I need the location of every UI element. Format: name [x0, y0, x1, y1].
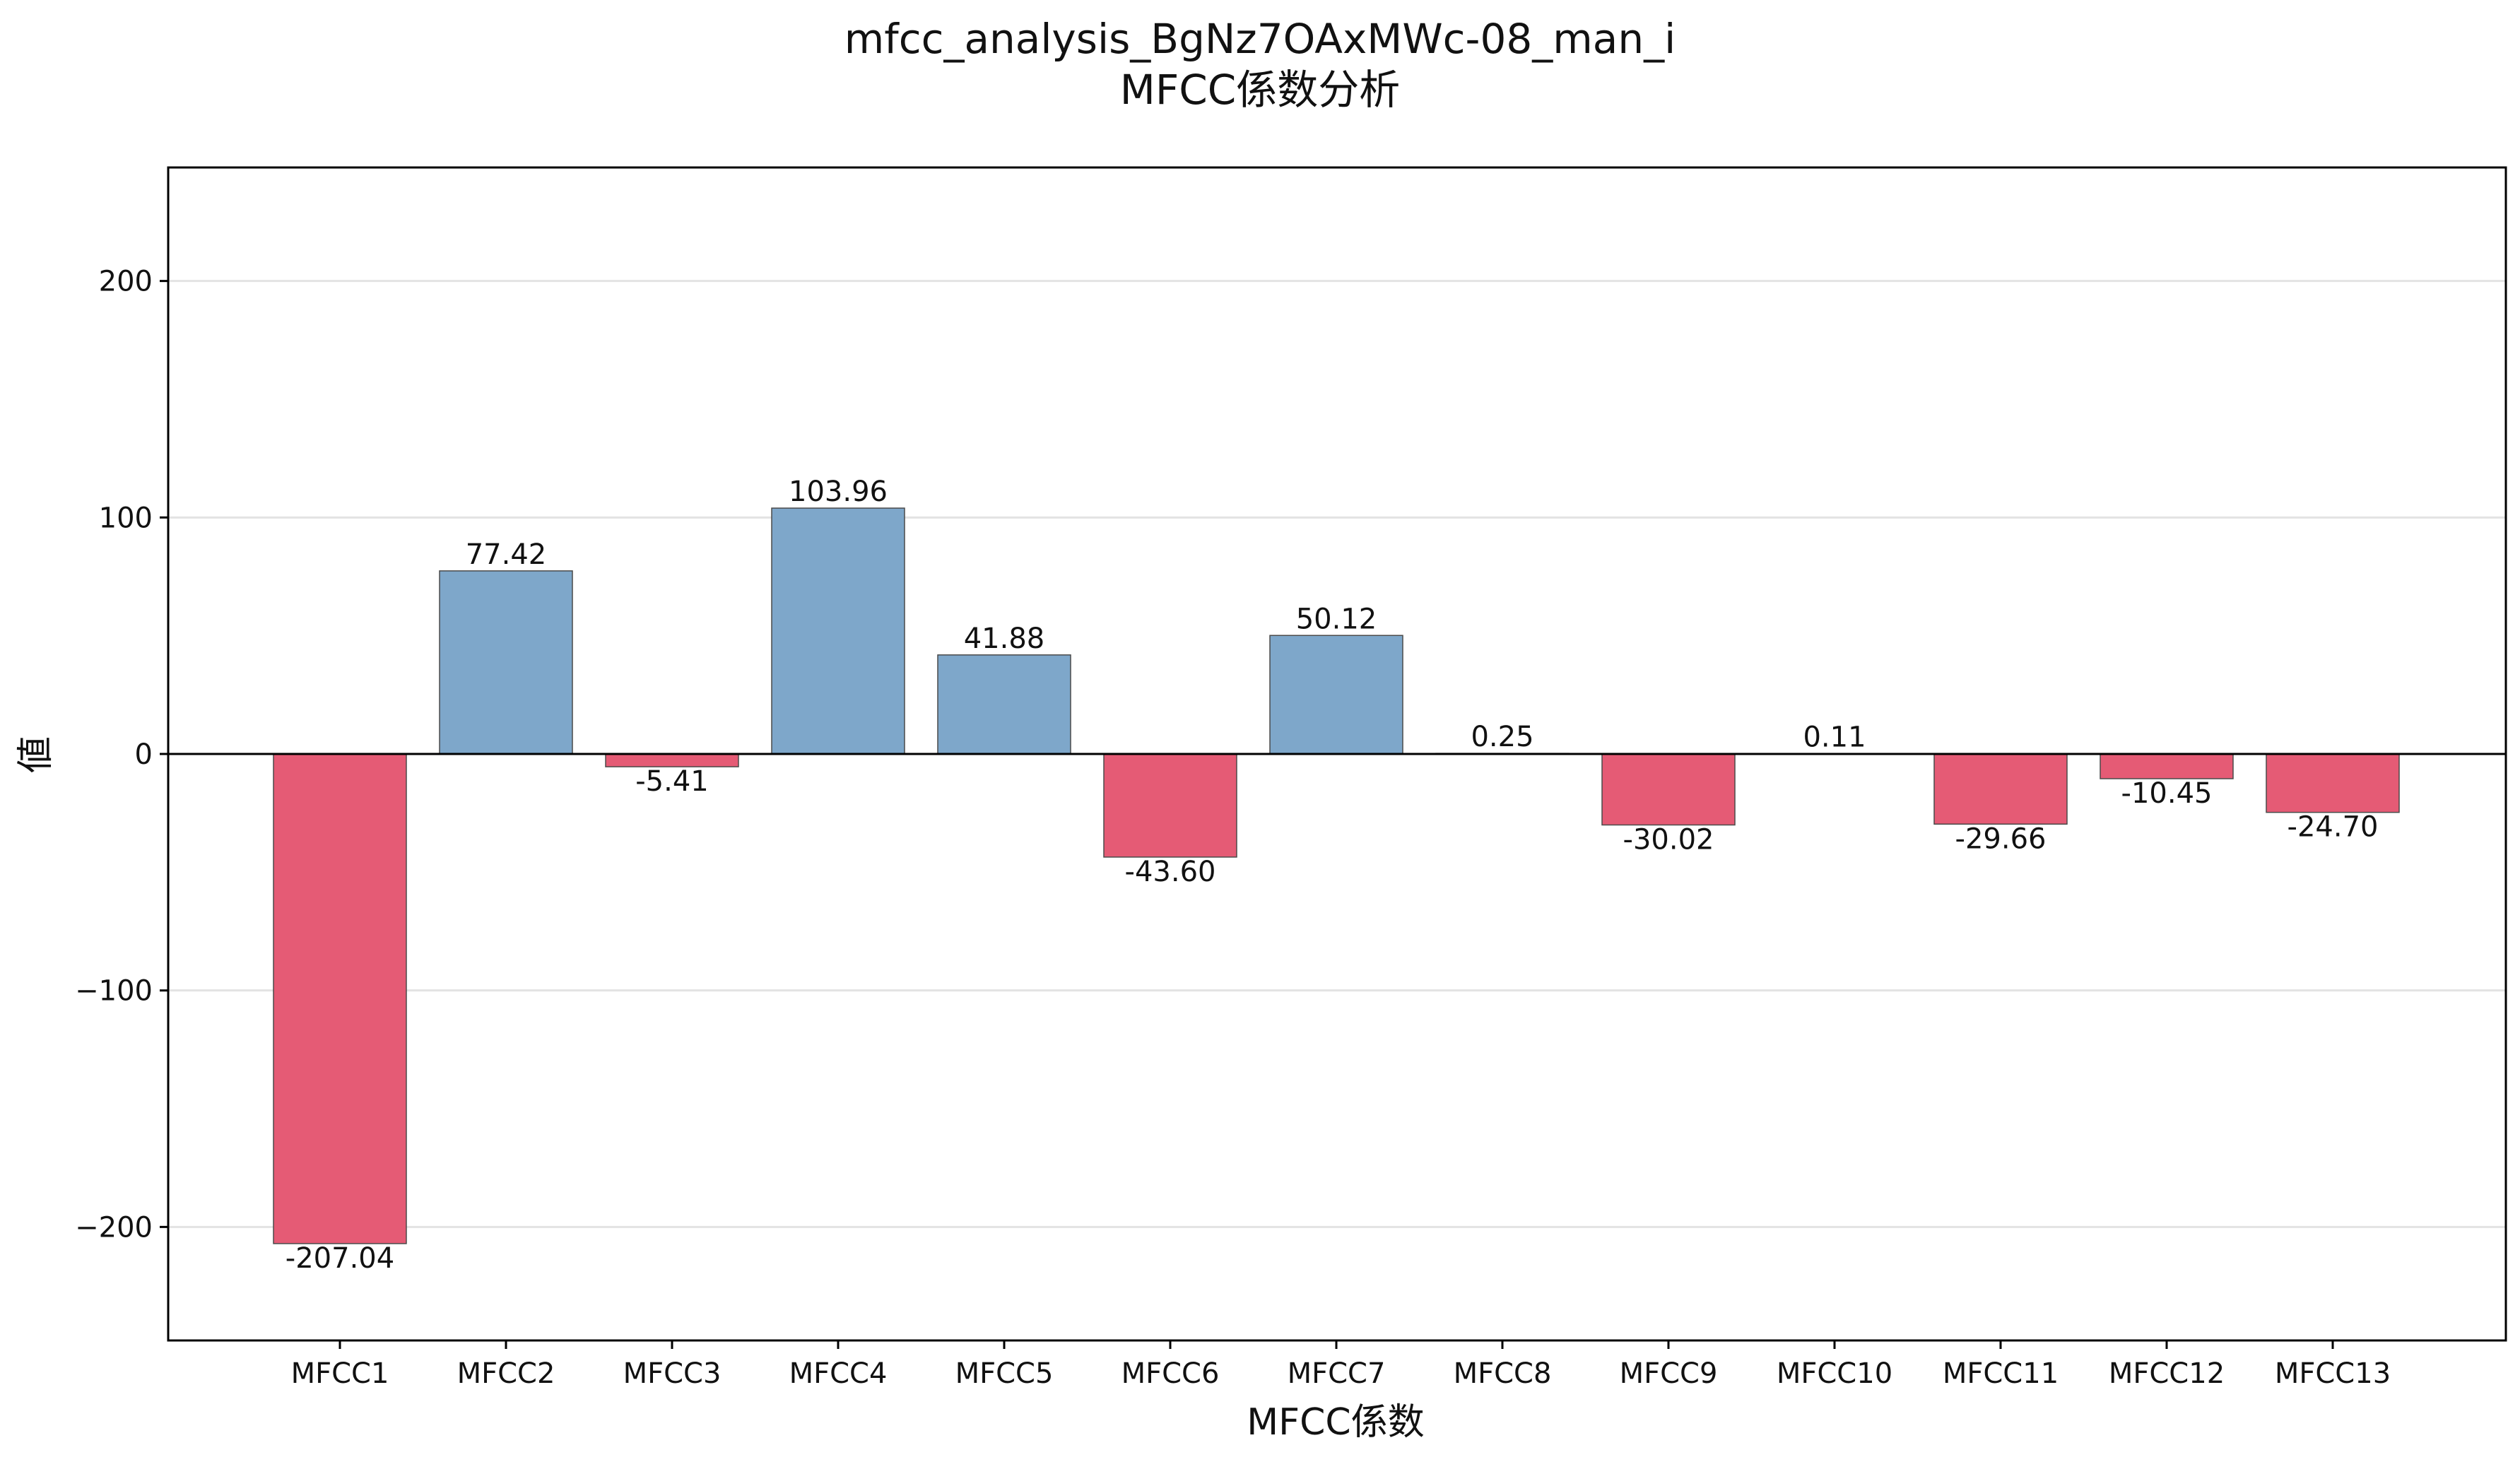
data-label-mfcc7: 50.12: [1296, 603, 1377, 635]
y-tick-label: 200: [99, 266, 153, 298]
bar-mfcc7: [1269, 635, 1403, 755]
bar-mfcc11: [1933, 753, 2068, 825]
x-tick-label: MFCC3: [623, 1357, 722, 1390]
y-tick-label: 0: [135, 738, 153, 771]
y-tick-label: −200: [75, 1211, 153, 1244]
x-tick-label: MFCC6: [1121, 1357, 1220, 1390]
data-labels: -207.04 77.42 -5.41 103.96 41.88 -43.60 50.12 0…: [285, 476, 2379, 1275]
bar-mfcc5: [937, 654, 1071, 755]
bar-mfcc4: [771, 507, 905, 755]
x-tick-label: MFCC7: [1288, 1357, 1386, 1390]
data-label-mfcc4: 103.96: [789, 476, 888, 508]
bar-mfcc9: [1601, 753, 1736, 826]
x-tick-label: MFCC8: [1454, 1357, 1552, 1390]
chart-title: mfcc_analysis_BgNz7OAxMWc-08_man_i: [844, 15, 1676, 63]
data-label-mfcc10: 0.11: [1803, 721, 1866, 754]
x-tick-label: MFCC5: [955, 1357, 1054, 1390]
x-tick-label: MFCC4: [789, 1357, 888, 1390]
data-label-mfcc5: 41.88: [964, 623, 1045, 655]
y-tick-label: 100: [99, 502, 153, 534]
x-axis-ticks: MFCC1 MFCC2 MFCC3 MFCC4 MFCC5 MFCC6 MFCC7 MFCC8…: [291, 1340, 2391, 1390]
y-axis-label: 値: [15, 736, 57, 773]
x-tick-label: MFCC9: [1620, 1357, 1718, 1390]
x-tick-label: MFCC12: [2109, 1357, 2225, 1390]
x-tick-label: MFCC1: [291, 1357, 389, 1390]
chart-subtitle: MFCC係数分析: [1120, 66, 1400, 114]
bar-mfcc2: [439, 570, 573, 755]
data-label-mfcc8: 0.25: [1471, 721, 1533, 753]
x-tick-label: MFCC10: [1777, 1357, 1892, 1390]
bar-mfcc6: [1103, 753, 1237, 858]
bars: [273, 507, 2400, 1244]
data-label-mfcc9: -30.02: [1623, 823, 1714, 856]
data-label-mfcc3: -5.41: [635, 765, 709, 798]
data-label-mfcc6: -43.60: [1125, 856, 1216, 888]
x-tick-label: MFCC13: [2275, 1357, 2391, 1390]
x-axis-label: MFCC係数: [1247, 1401, 1424, 1444]
y-axis-ticks: −200 −100 0 100 200: [75, 266, 168, 1244]
x-tick-label: MFCC2: [457, 1357, 555, 1390]
data-label-mfcc13: -24.70: [2288, 811, 2379, 844]
bar-mfcc12: [2100, 753, 2234, 779]
data-label-mfcc11: -29.66: [1955, 823, 2047, 855]
x-tick-label: MFCC11: [1943, 1357, 2059, 1390]
bar-mfcc1: [273, 753, 407, 1244]
bar-mfcc13: [2266, 753, 2400, 813]
data-label-mfcc1: -207.04: [285, 1242, 394, 1275]
y-tick-label: −100: [75, 975, 153, 1008]
data-label-mfcc2: 77.42: [466, 538, 547, 571]
data-label-mfcc12: -10.45: [2121, 777, 2213, 810]
